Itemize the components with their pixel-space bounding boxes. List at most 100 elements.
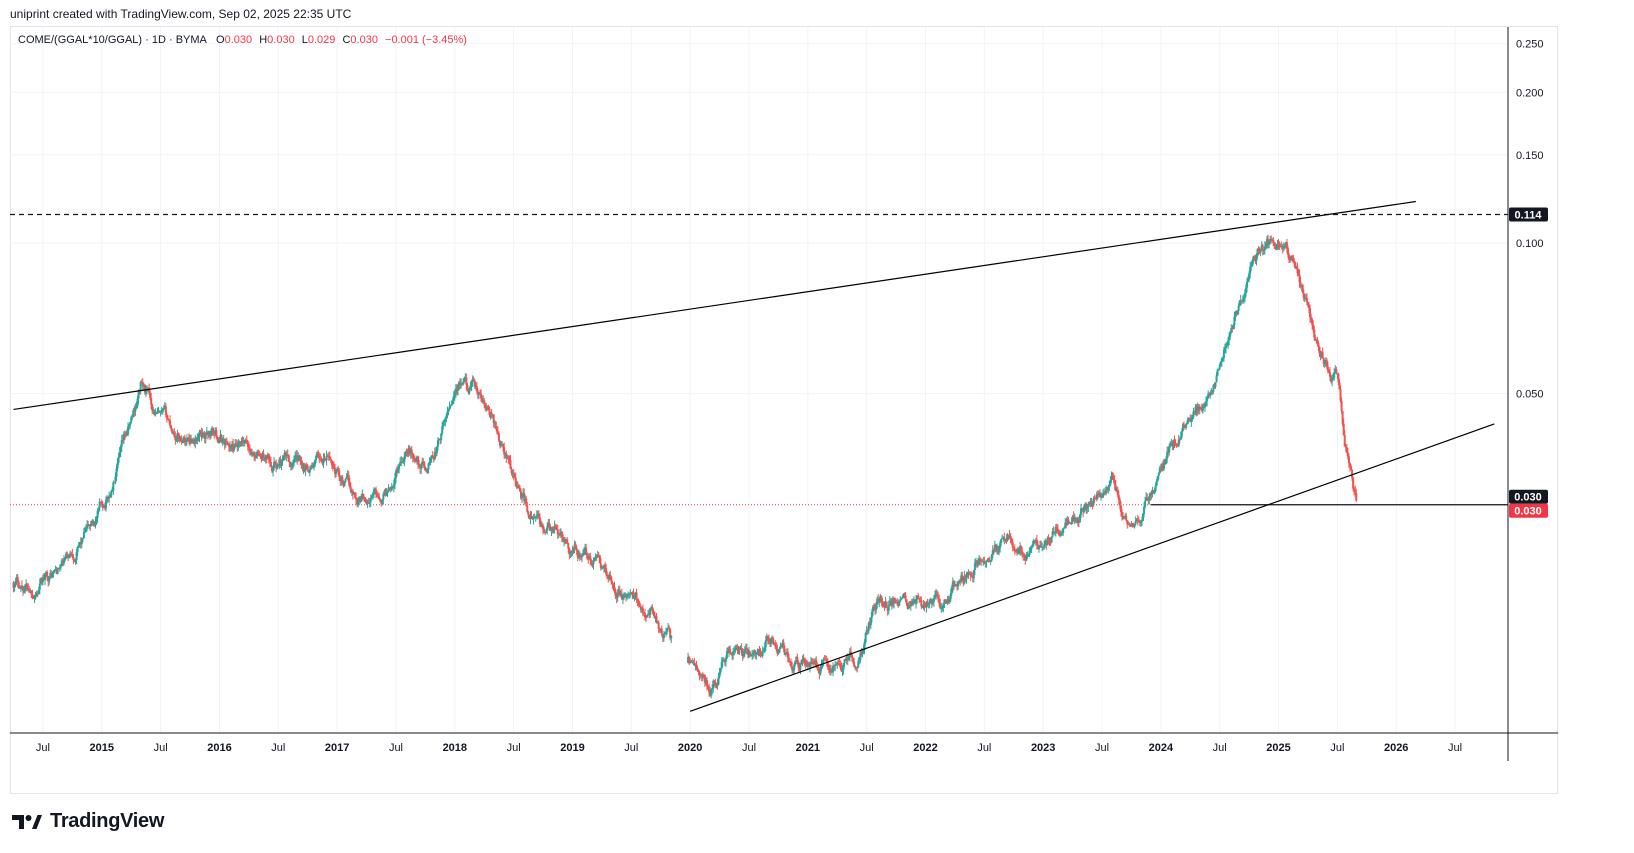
candle-body [735,647,738,650]
candle-body [695,664,698,668]
candle-body [827,667,830,670]
candle-body [179,438,182,441]
y-tick-label: 0.050 [1516,389,1544,401]
candle-body [515,485,518,488]
candle-body [1089,501,1092,506]
candle-body [560,531,563,538]
candle-body [1024,555,1027,561]
candle-body [718,672,721,678]
tradingview-brand[interactable]: TradingView [12,810,164,833]
candle-body [475,386,478,392]
candle-body [781,642,784,647]
candle-body [262,453,265,459]
candle-body [969,573,972,576]
candle-body [216,436,219,441]
candle-body [16,577,19,583]
candle-body [647,613,650,615]
candle-body [198,431,201,437]
candle-body [566,539,569,543]
candle-body [532,516,535,520]
candle-body [562,537,565,542]
candle-body [849,651,852,655]
candle-body [833,665,836,667]
x-tick-label: 2017 [325,742,349,754]
candle-body [368,501,371,504]
candle-body [1241,300,1244,302]
candle-body [1220,358,1223,363]
candle-body [1301,285,1304,293]
candle-body [903,593,906,596]
candle-body [360,498,363,502]
candle-body [220,434,223,442]
candle-body [898,601,901,607]
candle-body [874,607,877,610]
candle-body [641,608,644,613]
candle-body [649,608,652,615]
candle-body [1337,373,1340,383]
candle-body [1126,520,1129,524]
candle-body [510,468,513,474]
candle-body [362,493,365,498]
candle-body [73,560,76,562]
candle-body [1075,519,1078,523]
candle-body [1167,451,1170,453]
candle-body [399,462,402,466]
candle-body [1235,311,1238,315]
candle-body [468,389,471,393]
candle-body [396,470,399,473]
candle-body [528,515,531,520]
candle-body [19,585,22,588]
candle-body [994,544,997,550]
candle-body [361,493,364,499]
candle-body [314,459,317,465]
candle-body [1018,551,1021,553]
candle-body [798,667,801,670]
candle-body [514,477,517,486]
symbol-name[interactable]: COME/(GGAL*10/GGAL) · 1D · BYMA [18,34,207,46]
candle-body [136,398,139,407]
candle-body [752,653,755,655]
candle-body [960,575,963,582]
candle-body [517,486,520,488]
candle-body [593,557,596,561]
candle-body [161,408,164,411]
candle-body [653,611,656,618]
candle-body [64,558,67,561]
candle-body [71,554,74,558]
candle-body [49,572,52,576]
candle-body [1154,485,1157,492]
candle-body [627,593,630,596]
x-tick-label: Jul [389,742,403,754]
candle-body [549,526,552,531]
candle-body [366,503,369,505]
candle-body [289,462,292,468]
candle-body [1295,266,1298,269]
candle-body [266,454,269,459]
candle-body [384,490,387,496]
candle-body [176,432,179,439]
candle-body [276,466,279,469]
candle-body [876,598,879,605]
candle-body [779,646,782,649]
candle-body [571,550,574,552]
candle-body [610,576,613,583]
candle-body [1257,248,1260,252]
candle-body [1240,300,1243,302]
candle-body [910,600,913,606]
candle-body [348,481,351,488]
candle-body [472,378,475,381]
candle-body [829,669,832,672]
candle-body [1116,489,1119,496]
candle-body [328,456,331,459]
candle-body [234,443,237,446]
candle-body [402,461,405,463]
candle-body [492,414,495,423]
x-tick-label: 2023 [1031,742,1055,754]
candle-body [655,616,658,624]
candle-body [195,437,198,442]
candle-body [158,411,161,413]
candle-body [534,516,537,518]
candle-body [316,451,319,456]
candle-body [1034,539,1037,543]
